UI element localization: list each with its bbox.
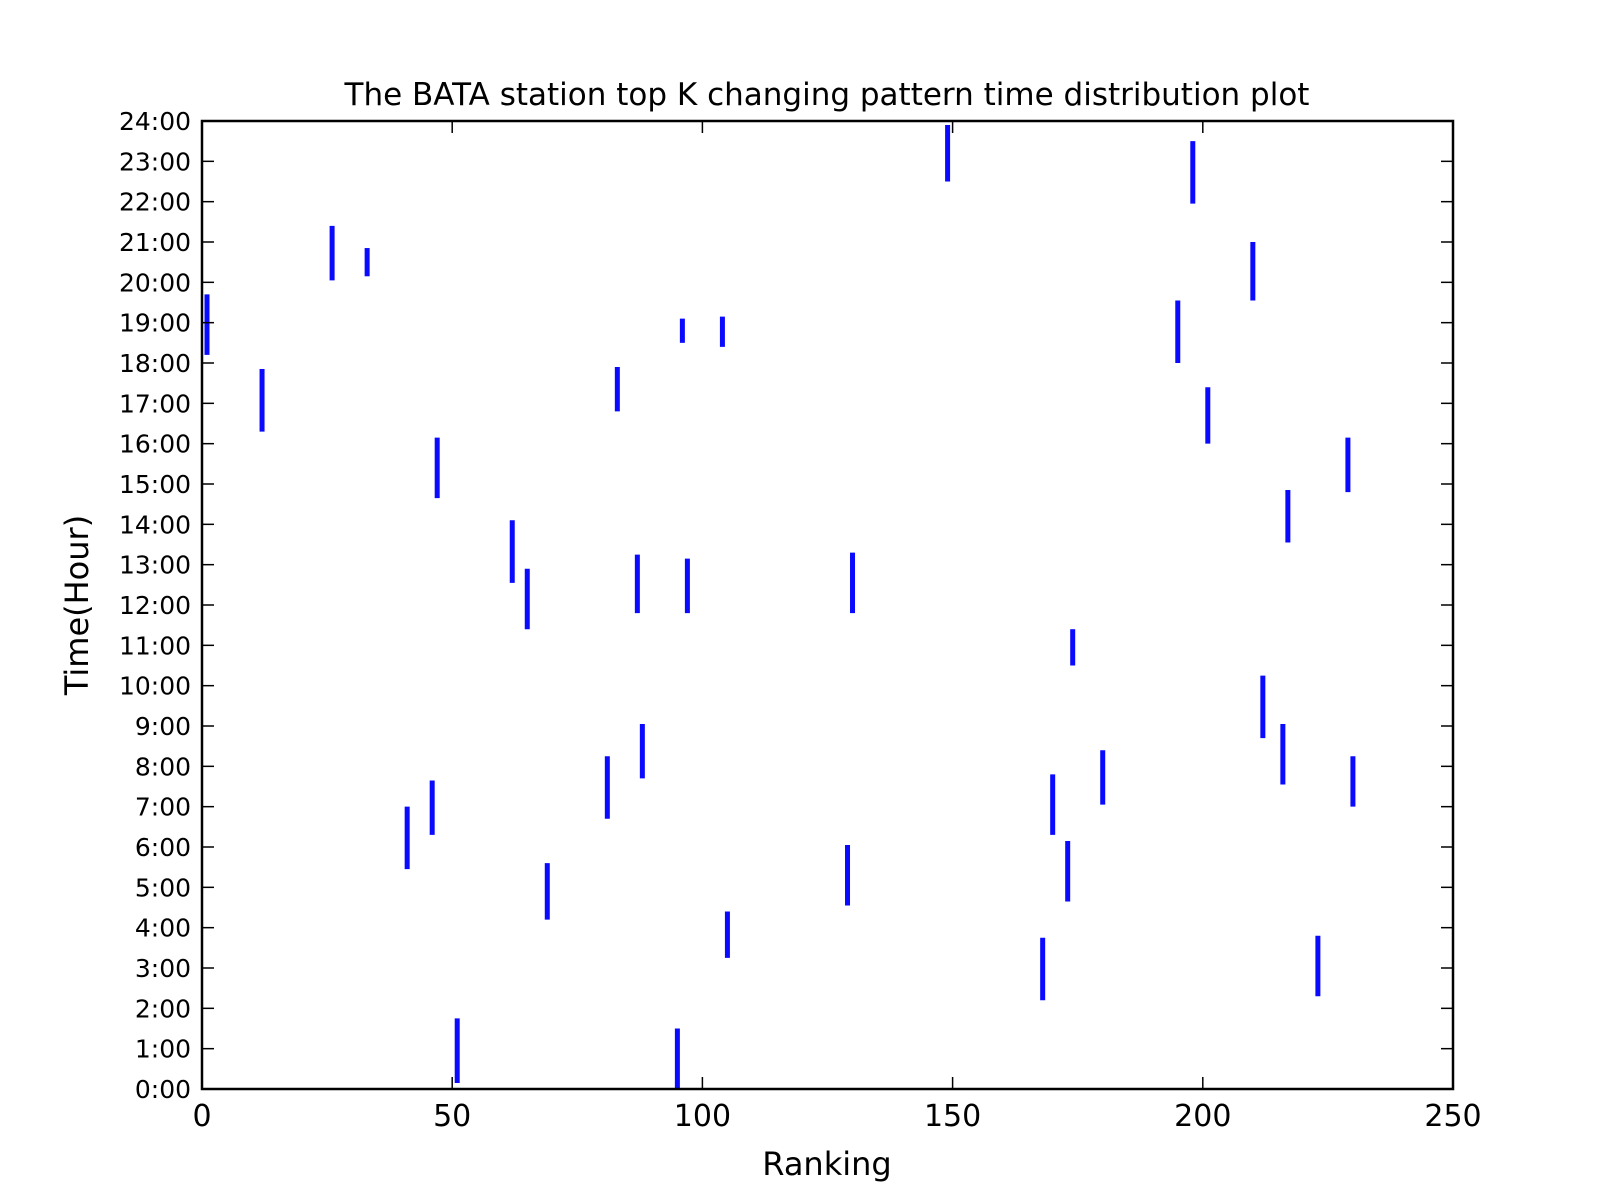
y-tick-label-3: 3:00 [135, 954, 191, 983]
plot-frame [200, 119, 1455, 1091]
y-tick-label-6: 6:00 [135, 833, 191, 862]
chart-title: The BATA station top K changing pattern … [344, 77, 1310, 113]
x-tick-label-3: 150 [924, 1099, 981, 1134]
y-tick-label-5: 5:00 [135, 873, 191, 902]
x-axis-label: Ranking [762, 1145, 891, 1183]
y-tick-label-12: 12:00 [119, 591, 191, 620]
x-tick-label-2: 100 [674, 1099, 731, 1134]
y-tick-label-17: 17:00 [119, 389, 191, 418]
y-tick-label-8: 8:00 [135, 752, 191, 781]
y-tick-label-18: 18:00 [119, 349, 191, 378]
y-tick-label-19: 19:00 [119, 309, 191, 338]
y-tick-labels: 0:00 1:00 2:00 3:00 4:00 5:00 6:00 7:00 8:00 9:00… [119, 107, 191, 1104]
plot-area [202, 121, 1453, 1089]
plot-background [202, 121, 1453, 1089]
x-tick-label-5: 250 [1424, 1099, 1481, 1134]
y-tick-label-14: 14:00 [119, 510, 191, 539]
y-axis-label: Time(Hour) [58, 515, 96, 696]
y-tick-label-7: 7:00 [135, 793, 191, 822]
y-tick-label-2: 2:00 [135, 994, 191, 1023]
x-tick-label-4: 200 [1174, 1099, 1231, 1134]
y-tick-label-9: 9:00 [135, 712, 191, 741]
x-tick-labels: 0 50 100 150 200 250 [192, 1099, 1481, 1134]
y-tick-label-10: 10:00 [119, 672, 191, 701]
y-tick-label-23: 23:00 [119, 147, 191, 176]
x-tick-label-0: 0 [192, 1099, 211, 1134]
y-tick-label-13: 13:00 [119, 551, 191, 580]
y-tick-label-20: 20:00 [119, 268, 191, 297]
y-tick-label-15: 15:00 [119, 470, 191, 499]
y-tick-label-1: 1:00 [135, 1035, 191, 1064]
y-tick-label-24: 24:00 [119, 107, 191, 136]
y-tick-label-0: 0:00 [135, 1075, 191, 1104]
y-tick-label-11: 11:00 [119, 631, 191, 660]
y-tick-label-21: 21:00 [119, 228, 191, 257]
y-tick-label-4: 4:00 [135, 914, 191, 943]
y-tick-label-16: 16:00 [119, 430, 191, 459]
data-segments [204, 125, 1356, 1089]
x-tick-label-1: 50 [433, 1099, 471, 1134]
y-tick-label-22: 22:00 [119, 188, 191, 217]
